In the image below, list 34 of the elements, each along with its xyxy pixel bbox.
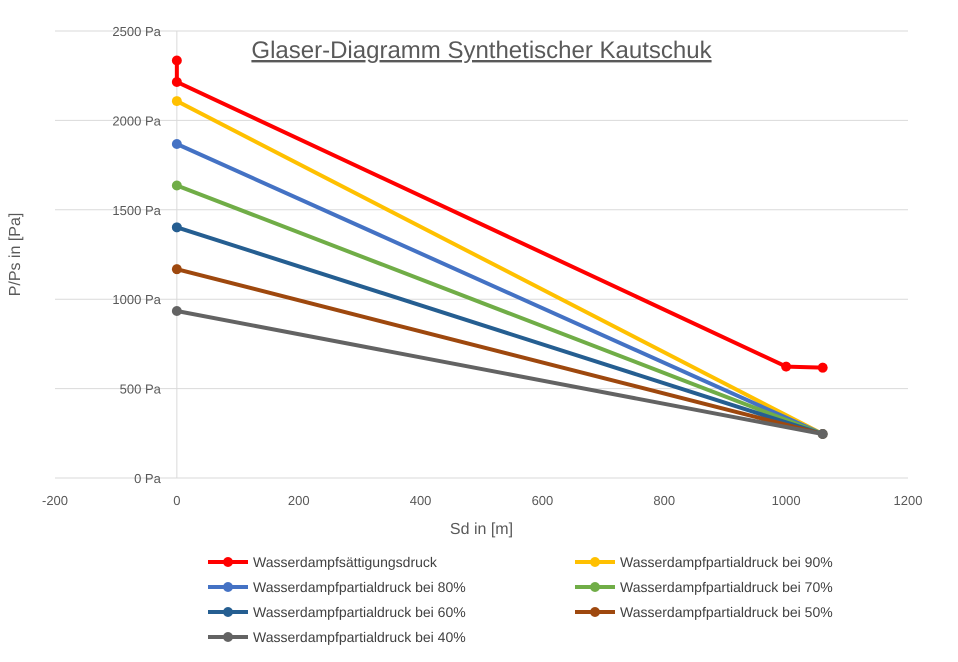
y-tick-label: 1500 Pa — [112, 202, 162, 218]
x-tick-label: 1200 — [894, 493, 922, 508]
point — [172, 96, 182, 106]
chart-title: Glaser-Diagramm Synthetischer Kautschuk — [251, 37, 713, 64]
x-tick-label: 600 — [532, 493, 554, 508]
point — [172, 76, 182, 87]
legend-label: Wasserdampfpartialdruck bei 50% — [620, 604, 833, 620]
point — [818, 362, 828, 373]
x-tick-label: 200 — [288, 493, 310, 508]
y-tick-label: 2500 Pa — [112, 24, 162, 39]
legend-label: Wasserdampfpartialdruck bei 90% — [620, 554, 833, 570]
point — [172, 306, 182, 316]
point — [172, 222, 182, 232]
y-tick-label: 1000 Pa — [112, 292, 162, 308]
y-tick-label: 2000 Pa — [112, 113, 162, 128]
x-tick-label: 400 — [410, 493, 432, 508]
legend-label: Wasserdampfsättigungsdruck — [253, 554, 438, 570]
x-tick-label: 0 — [173, 493, 180, 508]
legend-label: Wasserdampfpartialdruck bei 70% — [620, 579, 833, 595]
legend-label: Wasserdampfpartialdruck bei 60% — [253, 604, 466, 620]
x-tick-label: 1000 — [772, 493, 801, 508]
legend-label: Wasserdampfpartialdruck bei 40% — [253, 629, 466, 645]
x-axis-title: Sd in [m] — [450, 521, 514, 538]
point — [172, 139, 182, 149]
point — [172, 180, 182, 190]
y-axis-title: P/Ps in [Pa] — [7, 212, 24, 296]
y-tick-label: 0 Pa — [134, 471, 162, 486]
legend-label: Wasserdampfpartialdruck bei 80% — [253, 579, 466, 595]
point — [781, 362, 792, 372]
point — [172, 56, 182, 66]
x-tick-label: 800 — [653, 493, 676, 508]
point — [172, 264, 182, 274]
x-tick-label: -200 — [42, 493, 68, 508]
y-tick-label: 500 Pa — [120, 382, 162, 397]
